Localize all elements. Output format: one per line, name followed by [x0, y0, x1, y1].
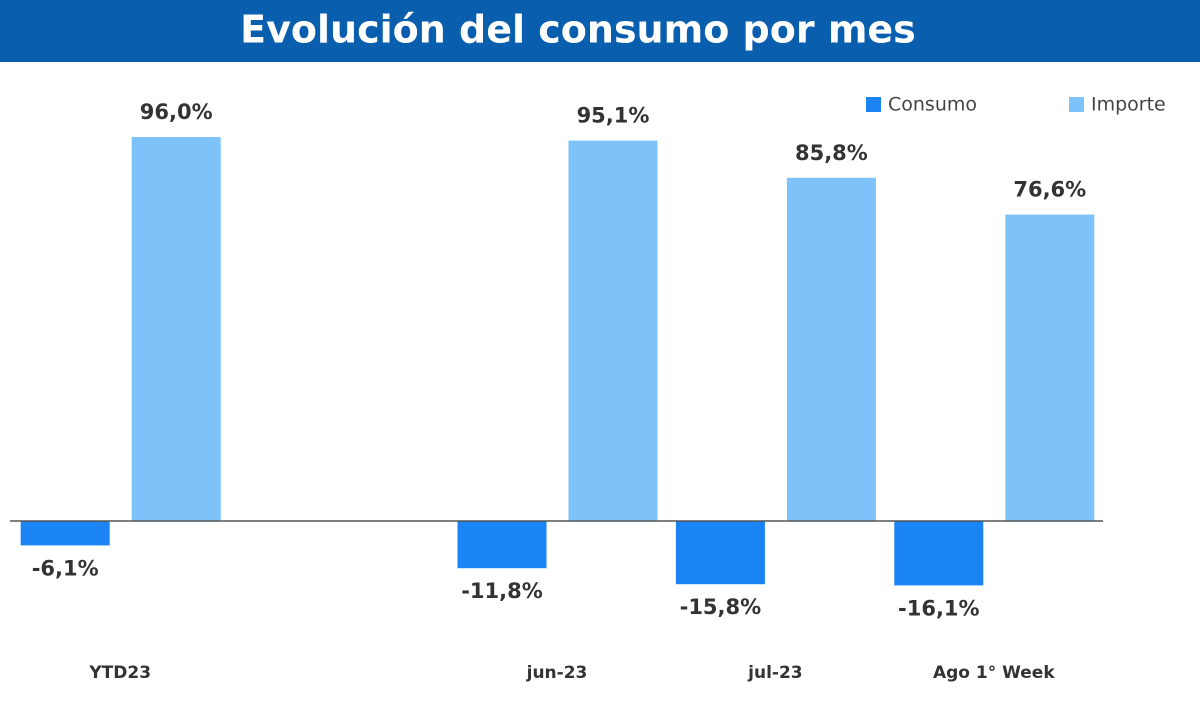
bar: [675, 521, 765, 585]
title-bar: [0, 0, 1200, 62]
value-label: -11,8%: [461, 579, 543, 603]
value-label: 96,0%: [140, 100, 213, 124]
x-tick-label: jun-23: [526, 663, 588, 683]
legend-swatch: [1069, 97, 1084, 112]
chart-title: Evolución del consumo por mes: [240, 8, 916, 52]
legend-label: Importe: [1091, 94, 1166, 116]
value-label: 95,1%: [577, 104, 650, 128]
bar: [1005, 214, 1095, 521]
x-tick-label: jul-23: [747, 663, 802, 683]
value-label: 85,8%: [795, 141, 868, 165]
bar: [457, 521, 547, 569]
value-label: -16,1%: [898, 596, 980, 620]
x-tick-label: Ago 1° Week: [933, 663, 1055, 683]
bar: [894, 521, 984, 586]
value-label: -15,8%: [680, 595, 762, 619]
value-label: 76,6%: [1013, 178, 1086, 202]
value-label: -6,1%: [32, 556, 99, 580]
legend-swatch: [866, 97, 881, 112]
bar: [20, 521, 110, 546]
bar: [786, 177, 876, 522]
bar: [568, 140, 658, 521]
x-tick-label: YTD23: [88, 663, 151, 683]
legend-label: Consumo: [888, 94, 977, 116]
bar: [131, 137, 221, 521]
